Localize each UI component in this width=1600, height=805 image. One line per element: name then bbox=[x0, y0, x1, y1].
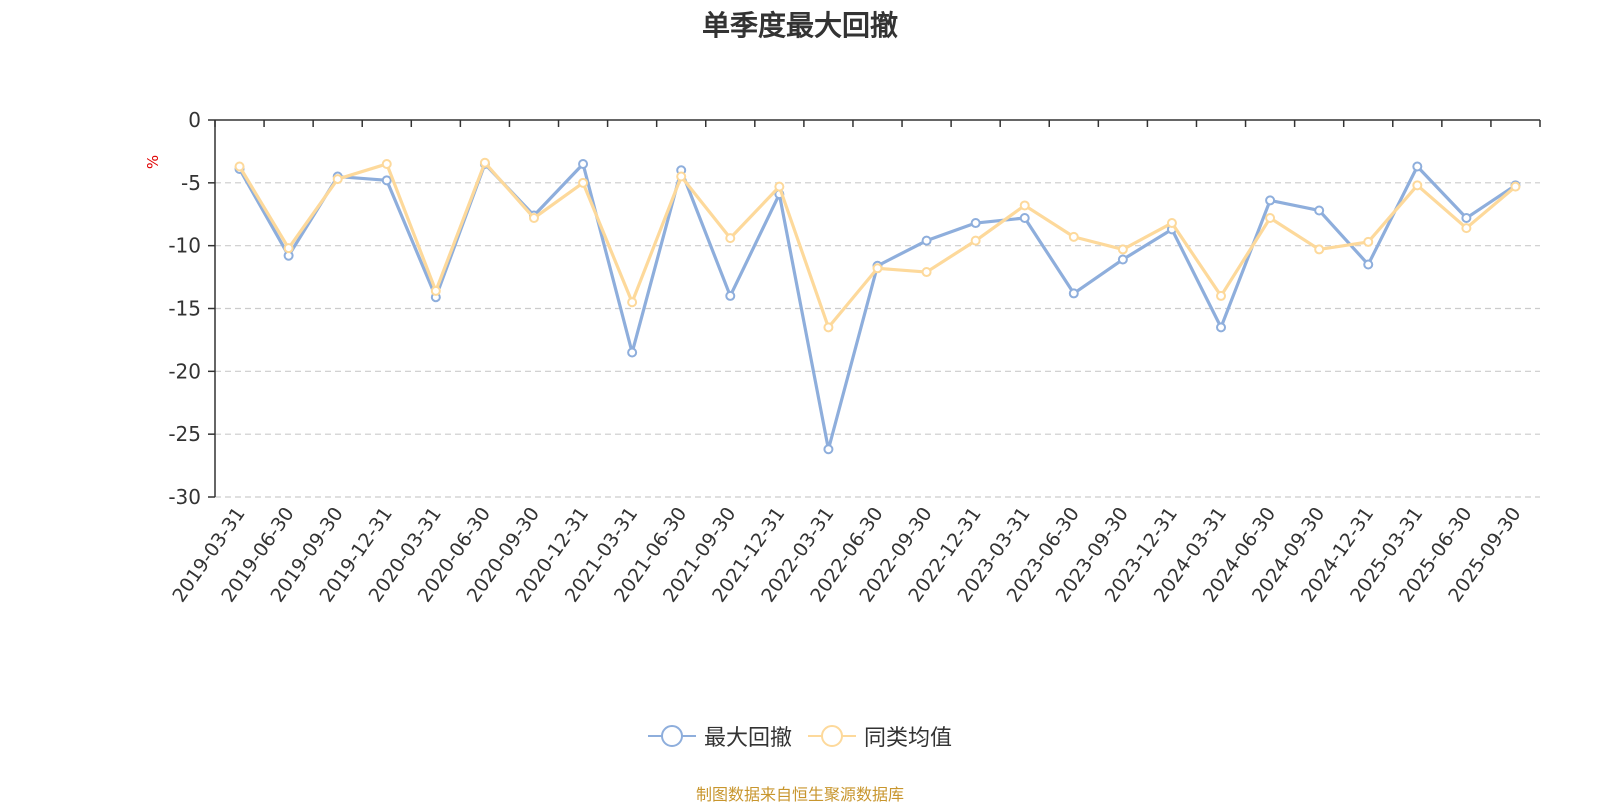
y-tick-label: -5 bbox=[181, 171, 201, 195]
series-point-0 bbox=[1314, 205, 1325, 216]
series-point-0 bbox=[823, 444, 834, 455]
series-point-1 bbox=[528, 213, 539, 224]
legend-item-series-1[interactable]: 同类均值 bbox=[808, 720, 952, 752]
series-point-1 bbox=[627, 297, 638, 308]
series-point-1 bbox=[578, 177, 589, 188]
series-point-1 bbox=[1019, 200, 1030, 211]
series-point-0 bbox=[1363, 259, 1374, 270]
series-point-1 bbox=[430, 285, 441, 296]
series-point-1 bbox=[381, 158, 392, 169]
chart-title: 单季度最大回撤 bbox=[701, 9, 898, 42]
y-axis-label: % bbox=[144, 155, 162, 169]
series-point-1 bbox=[1461, 223, 1472, 234]
series-line-1 bbox=[238, 161, 1517, 329]
series-point-1 bbox=[676, 171, 687, 182]
data-source-note: 制图数据来自恒生聚源数据库 bbox=[695, 785, 904, 804]
series-point-0 bbox=[578, 158, 589, 169]
y-tick-label: -15 bbox=[168, 297, 201, 321]
legend-item-series-0[interactable]: 最大回撤 bbox=[647, 720, 792, 752]
legend-label-series-1: 同类均值 bbox=[864, 726, 953, 751]
series-point-1 bbox=[823, 322, 834, 333]
series-point-0 bbox=[1412, 161, 1423, 172]
series-point-0 bbox=[1068, 288, 1079, 299]
series-point-1 bbox=[283, 243, 294, 254]
series-line-0 bbox=[238, 162, 1517, 451]
y-tick-label: -30 bbox=[168, 485, 201, 509]
series-point-1 bbox=[1510, 181, 1521, 192]
legend-label-series-0: 最大回撤 bbox=[703, 726, 792, 751]
legend-swatch-series-0 bbox=[647, 725, 696, 747]
y-tick-label: -10 bbox=[168, 234, 201, 258]
series-point-0 bbox=[1019, 213, 1030, 224]
series-point-1 bbox=[1363, 236, 1374, 247]
series-point-1 bbox=[1068, 231, 1079, 242]
series-point-1 bbox=[872, 263, 883, 274]
series-point-1 bbox=[1166, 218, 1177, 229]
series-point-0 bbox=[381, 175, 392, 186]
series-point-1 bbox=[1412, 180, 1423, 191]
y-tick-label: -20 bbox=[168, 359, 201, 383]
series-point-1 bbox=[1265, 213, 1276, 224]
y-tick-label: -25 bbox=[168, 422, 201, 446]
series-point-1 bbox=[1216, 290, 1227, 301]
series-point-0 bbox=[627, 347, 638, 358]
series-point-1 bbox=[1117, 244, 1128, 255]
series-point-1 bbox=[234, 161, 245, 172]
series-point-1 bbox=[774, 181, 785, 192]
series-point-1 bbox=[970, 235, 981, 246]
series-point-1 bbox=[332, 174, 343, 185]
series-point-0 bbox=[1461, 213, 1472, 224]
series-point-1 bbox=[479, 157, 490, 168]
series-point-1 bbox=[725, 233, 736, 244]
series-point-0 bbox=[725, 290, 736, 301]
chart-legend: 最大回撤 同类均值 bbox=[0, 720, 1600, 752]
series-point-0 bbox=[1216, 322, 1227, 333]
series-point-0 bbox=[1265, 195, 1276, 206]
series-point-0 bbox=[1117, 254, 1128, 265]
line-chart: 0-5-10-15-20-25-30%2019-03-312019-06-302… bbox=[144, 108, 1541, 606]
y-tick-label: 0 bbox=[188, 108, 201, 132]
series-point-0 bbox=[970, 218, 981, 229]
series-point-1 bbox=[921, 267, 932, 278]
legend-swatch-series-1 bbox=[808, 725, 856, 747]
series-point-1 bbox=[1314, 244, 1325, 255]
series-point-0 bbox=[921, 235, 932, 246]
